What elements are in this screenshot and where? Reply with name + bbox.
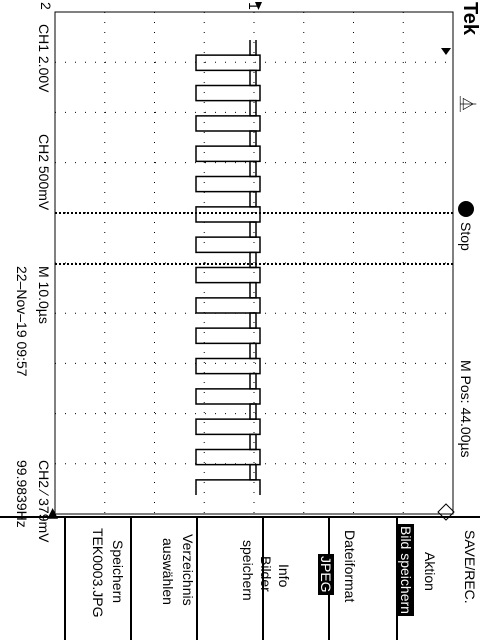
datetime: 22–Nov–19 09:57 bbox=[14, 266, 30, 377]
marker-1: 1 bbox=[246, 2, 262, 10]
menu-item-info-line2[interactable]: Bilder bbox=[258, 556, 274, 592]
menu-divider bbox=[262, 516, 264, 640]
ch1-scale: CH1 2.00V bbox=[36, 24, 52, 93]
menu-divider bbox=[64, 516, 66, 640]
menu-divider bbox=[196, 516, 198, 640]
trace-ch1 bbox=[195, 40, 257, 495]
menu-item-aktion-label: Aktion bbox=[422, 552, 438, 591]
ch1-ground-marker bbox=[255, 2, 262, 10]
waveform-traces bbox=[195, 40, 261, 495]
ch2-scale: CH2 500mV bbox=[36, 134, 52, 211]
menu-title: SAVE/REC. bbox=[462, 530, 478, 604]
run-state-label: Stop bbox=[458, 222, 474, 251]
trace-ch2 bbox=[249, 40, 261, 495]
menu-item-directory-line1[interactable]: Verzeichnis bbox=[180, 534, 196, 606]
trigger-level-marker bbox=[437, 503, 455, 521]
timebase: M 10.0µs bbox=[36, 266, 52, 324]
stop-indicator-icon bbox=[458, 201, 474, 217]
trigger-position-marker bbox=[441, 48, 451, 55]
menu-panel bbox=[0, 516, 480, 642]
menu-item-aktion-value[interactable]: Bild speichern bbox=[398, 524, 414, 616]
menu-item-directory-line2[interactable]: auswählen bbox=[160, 538, 176, 605]
menu-item-info-line1[interactable]: Info bbox=[276, 564, 292, 588]
format-value[interactable]: JPEG bbox=[318, 554, 334, 595]
menu-item-info-line3[interactable]: speichern bbox=[240, 540, 256, 601]
menu-divider bbox=[130, 516, 132, 640]
graticule-grid bbox=[55, 12, 453, 514]
menu-divider bbox=[396, 516, 398, 640]
brand-label: Tek bbox=[459, 2, 480, 35]
marker-2: 2 bbox=[38, 2, 54, 10]
menu-item-save-line2[interactable]: TEK0003.JPG bbox=[90, 528, 106, 618]
trigger-source-label: CH2 bbox=[36, 460, 52, 489]
trigger-icon: ⏅ bbox=[458, 96, 475, 113]
menu-item-format-label: Dateiformat bbox=[342, 530, 358, 603]
menu-item-save-line1[interactable]: Speichern bbox=[110, 540, 126, 604]
ch1-ground-bottom-marker: ◀ bbox=[46, 508, 62, 519]
horizontal-position: M Pos: 44.00µs bbox=[458, 360, 474, 458]
trigger-slope-icon: ∕ bbox=[36, 491, 52, 495]
aktion-value[interactable]: Bild speichern bbox=[398, 524, 414, 616]
menu-item-format-value[interactable]: JPEG bbox=[318, 554, 334, 595]
